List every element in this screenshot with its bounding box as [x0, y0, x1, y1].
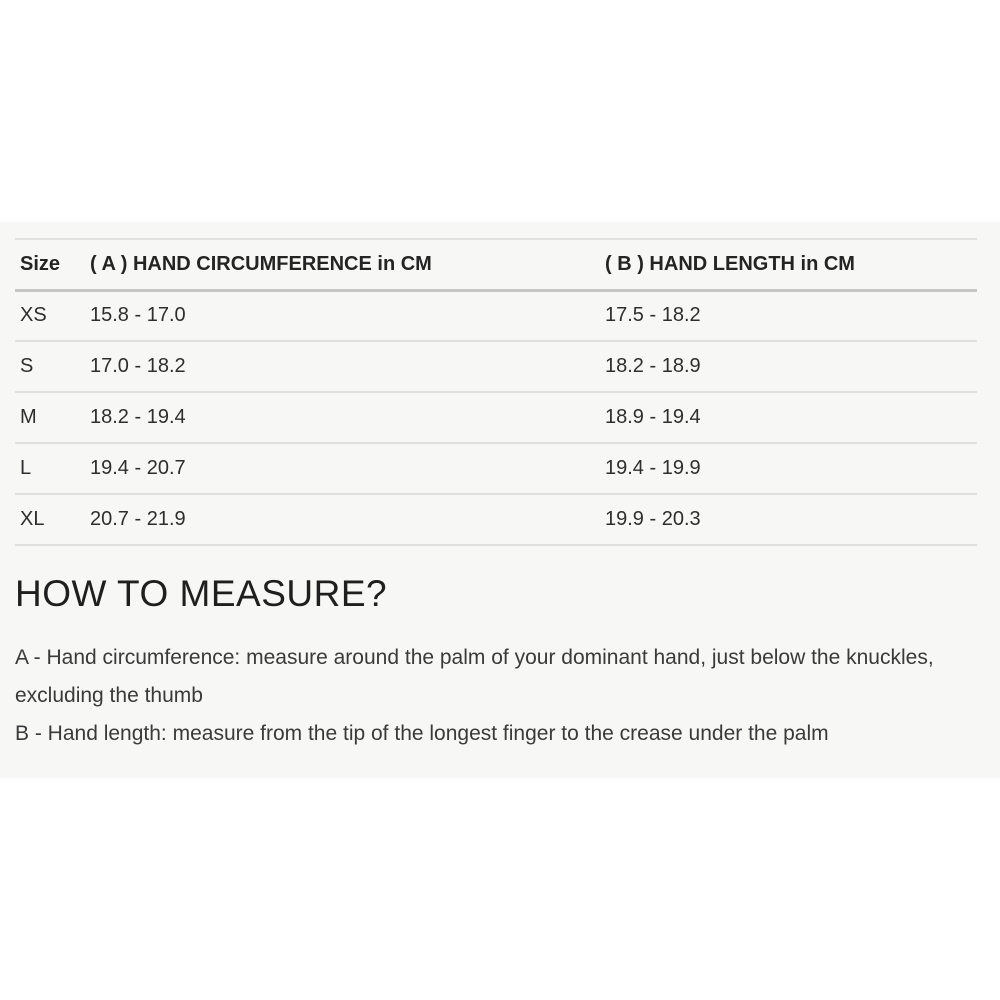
length-cell: 17.5 - 18.2 [600, 290, 977, 342]
column-header-size: Size [15, 239, 85, 292]
table-row: XL 20.7 - 21.9 19.9 - 20.3 [15, 494, 977, 546]
table-row: S 17.0 - 18.2 18.2 - 18.9 [15, 341, 977, 393]
length-cell: 18.9 - 19.4 [600, 392, 977, 444]
column-header-circumference: ( A ) HAND CIRCUMFERENCE in CM [85, 239, 600, 292]
length-cell: 19.9 - 20.3 [600, 494, 977, 546]
circumference-cell: 15.8 - 17.0 [85, 290, 600, 342]
how-to-measure-heading: HOW TO MEASURE? [15, 573, 388, 614]
size-cell: XS [15, 290, 85, 342]
table-row: XS 15.8 - 17.0 17.5 - 18.2 [15, 290, 977, 342]
length-cell: 19.4 - 19.9 [600, 443, 977, 495]
circumference-cell: 18.2 - 19.4 [85, 392, 600, 444]
column-header-length: ( B ) HAND LENGTH in CM [600, 239, 977, 292]
size-cell: M [15, 392, 85, 444]
size-cell: S [15, 341, 85, 393]
circumference-cell: 17.0 - 18.2 [85, 341, 600, 393]
circumference-cell: 19.4 - 20.7 [85, 443, 600, 495]
length-cell: 18.2 - 18.9 [600, 341, 977, 393]
instruction-hand-circumference: A - Hand circumference: measure around t… [15, 646, 934, 707]
size-cell: XL [15, 494, 85, 546]
how-to-measure-section: HOW TO MEASURE? A - Hand circumference: … [15, 575, 977, 753]
size-guide-panel: Size ( A ) HAND CIRCUMFERENCE in CM ( B … [0, 222, 1000, 778]
table-row: M 18.2 - 19.4 18.9 - 19.4 [15, 392, 977, 444]
measuring-instructions: A - Hand circumference: measure around t… [15, 639, 975, 753]
table-row: L 19.4 - 20.7 19.4 - 19.9 [15, 443, 977, 495]
circumference-cell: 20.7 - 21.9 [85, 494, 600, 546]
instruction-hand-length: B - Hand length: measure from the tip of… [15, 722, 829, 745]
size-chart-header-row: Size ( A ) HAND CIRCUMFERENCE in CM ( B … [15, 239, 977, 292]
size-cell: L [15, 443, 85, 495]
size-chart-table: Size ( A ) HAND CIRCUMFERENCE in CM ( B … [15, 238, 977, 546]
